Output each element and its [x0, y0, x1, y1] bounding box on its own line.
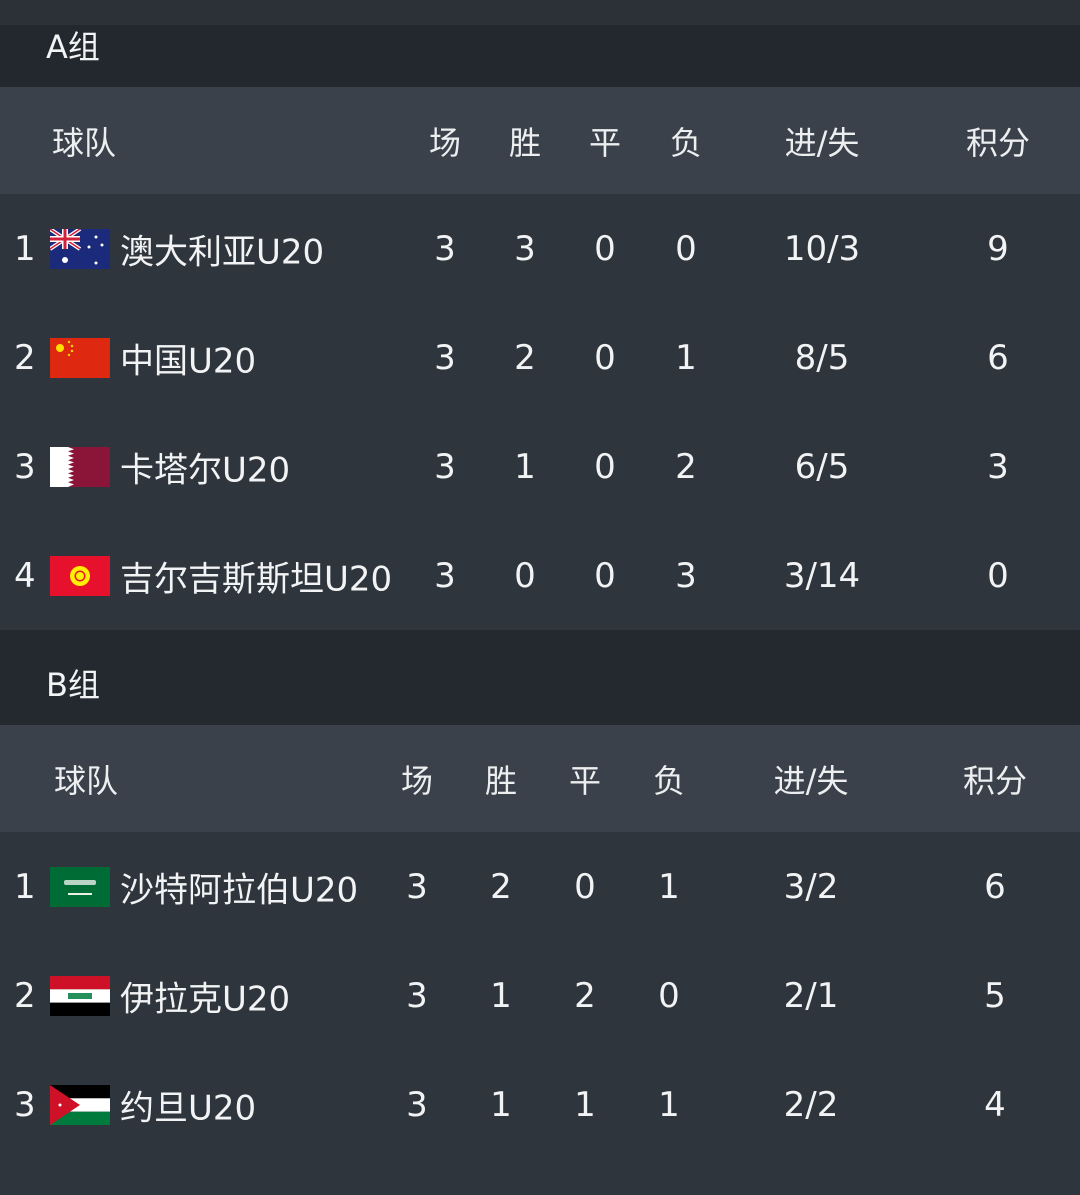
- column-header-goals: 进/失: [773, 761, 849, 800]
- stat-lost: 1: [675, 337, 697, 378]
- group-title: B组: [46, 666, 100, 704]
- column-header-goals: 进/失: [784, 123, 860, 162]
- table-row[interactable]: 2 伊拉克U20 3 1 2 0 2/1 5: [0, 941, 1080, 1050]
- stat-drawn: 0: [594, 228, 616, 269]
- team-name: 吉尔吉斯斯坦U20: [120, 559, 393, 599]
- column-header-won: 胜: [484, 761, 518, 800]
- team-name: 澳大利亚U20: [120, 232, 325, 272]
- column-header-won: 胜: [508, 123, 542, 162]
- kyrgyzstan-flag-icon: [50, 555, 110, 596]
- stat-goals: 6/5: [794, 446, 850, 487]
- stat-won: 3: [514, 228, 536, 269]
- column-header-lost: 负: [652, 761, 686, 800]
- stat-played: 3: [406, 1084, 428, 1125]
- stat-lost: 2: [675, 446, 697, 487]
- stat-points: 0: [987, 555, 1009, 596]
- stat-goals: 8/5: [794, 337, 850, 378]
- stat-drawn: 0: [594, 446, 616, 487]
- stat-drawn: 2: [574, 975, 596, 1016]
- saudi-arabia-flag-icon: [50, 866, 110, 907]
- china-flag-icon: [50, 337, 110, 378]
- qatar-flag-icon: [50, 446, 110, 487]
- rank: 4: [14, 555, 36, 596]
- column-header-drawn: 平: [588, 123, 622, 162]
- stat-goals: 2/1: [783, 975, 839, 1016]
- table-row[interactable]: 3 卡塔尔U20 3 1 0 2 6/5 3: [0, 412, 1080, 521]
- stat-won: 1: [514, 446, 536, 487]
- rank: 2: [14, 975, 36, 1016]
- stat-played: 3: [434, 337, 456, 378]
- stat-won: 1: [490, 975, 512, 1016]
- stat-drawn: 0: [594, 555, 616, 596]
- column-header-row: 球队 场 胜 平 负 进/失 积分: [0, 87, 1080, 194]
- rank: 3: [14, 1084, 36, 1125]
- column-header-played: 场: [428, 123, 462, 162]
- column-header-team: 球队: [54, 761, 119, 800]
- stat-won: 2: [490, 866, 512, 907]
- rank: 1: [14, 866, 36, 907]
- stat-played: 3: [434, 228, 456, 269]
- stat-goals: 3/2: [783, 866, 839, 907]
- group-a-table: A组 球队场胜平负进/失 积分 1 澳大利亚U20 3 3 0 0 10/3 9 2 中国U20 3 2…: [0, 0, 1080, 630]
- stat-lost: 0: [658, 975, 680, 1016]
- stat-goals: 3/14: [783, 555, 861, 596]
- stat-points: 6: [987, 337, 1009, 378]
- column-header-drawn: 平: [568, 761, 602, 800]
- column-header-lost: 负: [669, 123, 703, 162]
- stat-played: 3: [434, 446, 456, 487]
- team-name: 约旦U20: [120, 1088, 257, 1128]
- rank: 1: [14, 228, 36, 269]
- rank: 2: [14, 337, 36, 378]
- stat-drawn: 0: [594, 337, 616, 378]
- stat-won: 1: [490, 1084, 512, 1125]
- stat-goals: 10/3: [783, 228, 861, 269]
- australia-flag-icon: [50, 228, 110, 269]
- team-name: 伊拉克U20: [120, 979, 291, 1019]
- stat-lost: 3: [675, 555, 697, 596]
- table-row[interactable]: 3 约旦U20 3 1 1 1 2/2 4: [0, 1050, 1080, 1159]
- stat-played: 3: [434, 555, 456, 596]
- table-row[interactable]: 4 吉尔吉斯斯坦U20 3 0 0 3 3/14 0: [0, 521, 1080, 630]
- iraq-flag-icon: [50, 975, 110, 1016]
- stat-points: 5: [984, 975, 1006, 1016]
- table-row[interactable]: 1 澳大利亚U20 3 3 0 0 10/3 9: [0, 194, 1080, 303]
- group-header: A组: [0, 0, 1080, 87]
- stat-drawn: 1: [574, 1084, 596, 1125]
- stat-lost: 1: [658, 866, 680, 907]
- stat-goals: 2/2: [783, 1084, 839, 1125]
- stat-points: 3: [987, 446, 1009, 487]
- jordan-flag-icon: [50, 1084, 110, 1125]
- group-b-table: B组 球队 场 胜 平 负 进/失 积分 1 沙特阿拉伯U20 3 2 0 1 3/2 6 2 伊拉克U20 3…: [0, 630, 1080, 1159]
- table-row[interactable]: 1 沙特阿拉伯U20 3 2 0 1 3/2 6: [0, 832, 1080, 941]
- group-header: B组: [0, 630, 1080, 725]
- stat-played: 3: [406, 975, 428, 1016]
- rank: 3: [14, 446, 36, 487]
- column-header-played: 场: [400, 761, 434, 800]
- team-name: 中国U20: [120, 341, 257, 381]
- column-header-team: 球队: [52, 123, 117, 162]
- stat-won: 2: [514, 337, 536, 378]
- table-row[interactable]: 2 中国U20 3 2 0 1 8/5 6: [0, 303, 1080, 412]
- stat-played: 3: [406, 866, 428, 907]
- stat-won: 0: [514, 555, 536, 596]
- stat-points: 6: [984, 866, 1006, 907]
- stat-drawn: 0: [574, 866, 596, 907]
- stat-lost: 1: [658, 1084, 680, 1125]
- group-title: A组: [46, 28, 100, 66]
- column-header-points: 积分: [962, 761, 1028, 800]
- team-name: 卡塔尔U20: [120, 450, 291, 490]
- team-name: 沙特阿拉伯U20: [120, 870, 359, 910]
- stat-lost: 0: [675, 228, 697, 269]
- stat-points: 4: [984, 1084, 1006, 1125]
- column-header-points: 积分: [965, 123, 1031, 162]
- column-header-row: 球队 场 胜 平 负 进/失 积分: [0, 725, 1080, 832]
- stat-points: 9: [987, 228, 1009, 269]
